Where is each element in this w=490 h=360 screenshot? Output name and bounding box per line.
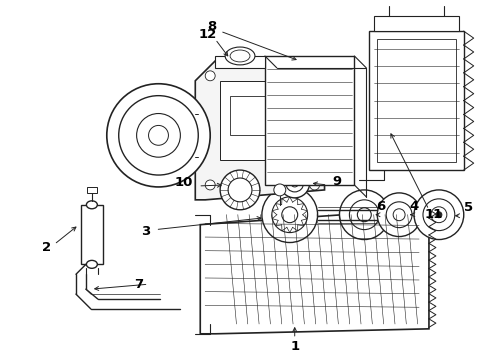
Circle shape — [349, 200, 379, 230]
Bar — [377, 39, 456, 162]
Circle shape — [280, 168, 310, 198]
Circle shape — [119, 96, 198, 175]
Circle shape — [414, 190, 464, 239]
Text: 6: 6 — [377, 200, 386, 213]
Circle shape — [386, 202, 412, 228]
Ellipse shape — [86, 201, 98, 209]
Text: 1: 1 — [290, 340, 299, 353]
Bar — [215, 56, 265, 68]
Circle shape — [423, 199, 455, 231]
Text: 7: 7 — [134, 278, 143, 291]
Circle shape — [205, 180, 215, 190]
Bar — [369, 31, 464, 170]
Polygon shape — [374, 16, 459, 31]
Text: 8: 8 — [208, 20, 217, 33]
Text: 2: 2 — [42, 241, 50, 254]
Circle shape — [228, 178, 252, 202]
Bar — [230, 96, 280, 135]
Bar — [265, 56, 354, 185]
Circle shape — [310, 71, 319, 81]
Circle shape — [274, 184, 286, 196]
Text: 5: 5 — [464, 201, 473, 214]
Polygon shape — [200, 210, 429, 334]
Ellipse shape — [86, 260, 98, 268]
Circle shape — [220, 170, 260, 210]
Circle shape — [262, 187, 318, 243]
Circle shape — [291, 179, 299, 187]
Bar — [220, 81, 290, 160]
Circle shape — [393, 209, 405, 221]
Circle shape — [286, 174, 304, 192]
Circle shape — [107, 84, 210, 187]
Circle shape — [148, 125, 169, 145]
Ellipse shape — [230, 50, 250, 62]
Bar — [81, 205, 103, 264]
Circle shape — [340, 190, 389, 239]
Circle shape — [310, 180, 319, 190]
Circle shape — [137, 113, 180, 157]
Text: 11: 11 — [425, 208, 443, 221]
Bar — [87, 187, 97, 193]
Polygon shape — [196, 61, 324, 200]
Circle shape — [357, 208, 371, 222]
Ellipse shape — [225, 47, 255, 65]
Circle shape — [377, 193, 421, 237]
Text: 9: 9 — [332, 175, 341, 189]
Circle shape — [282, 207, 298, 223]
Text: 12: 12 — [198, 28, 217, 41]
Circle shape — [272, 197, 308, 233]
Circle shape — [431, 207, 447, 223]
Text: 10: 10 — [174, 176, 193, 189]
Text: 4: 4 — [410, 200, 418, 213]
Text: 3: 3 — [141, 225, 150, 238]
Circle shape — [205, 71, 215, 81]
Circle shape — [436, 212, 442, 218]
